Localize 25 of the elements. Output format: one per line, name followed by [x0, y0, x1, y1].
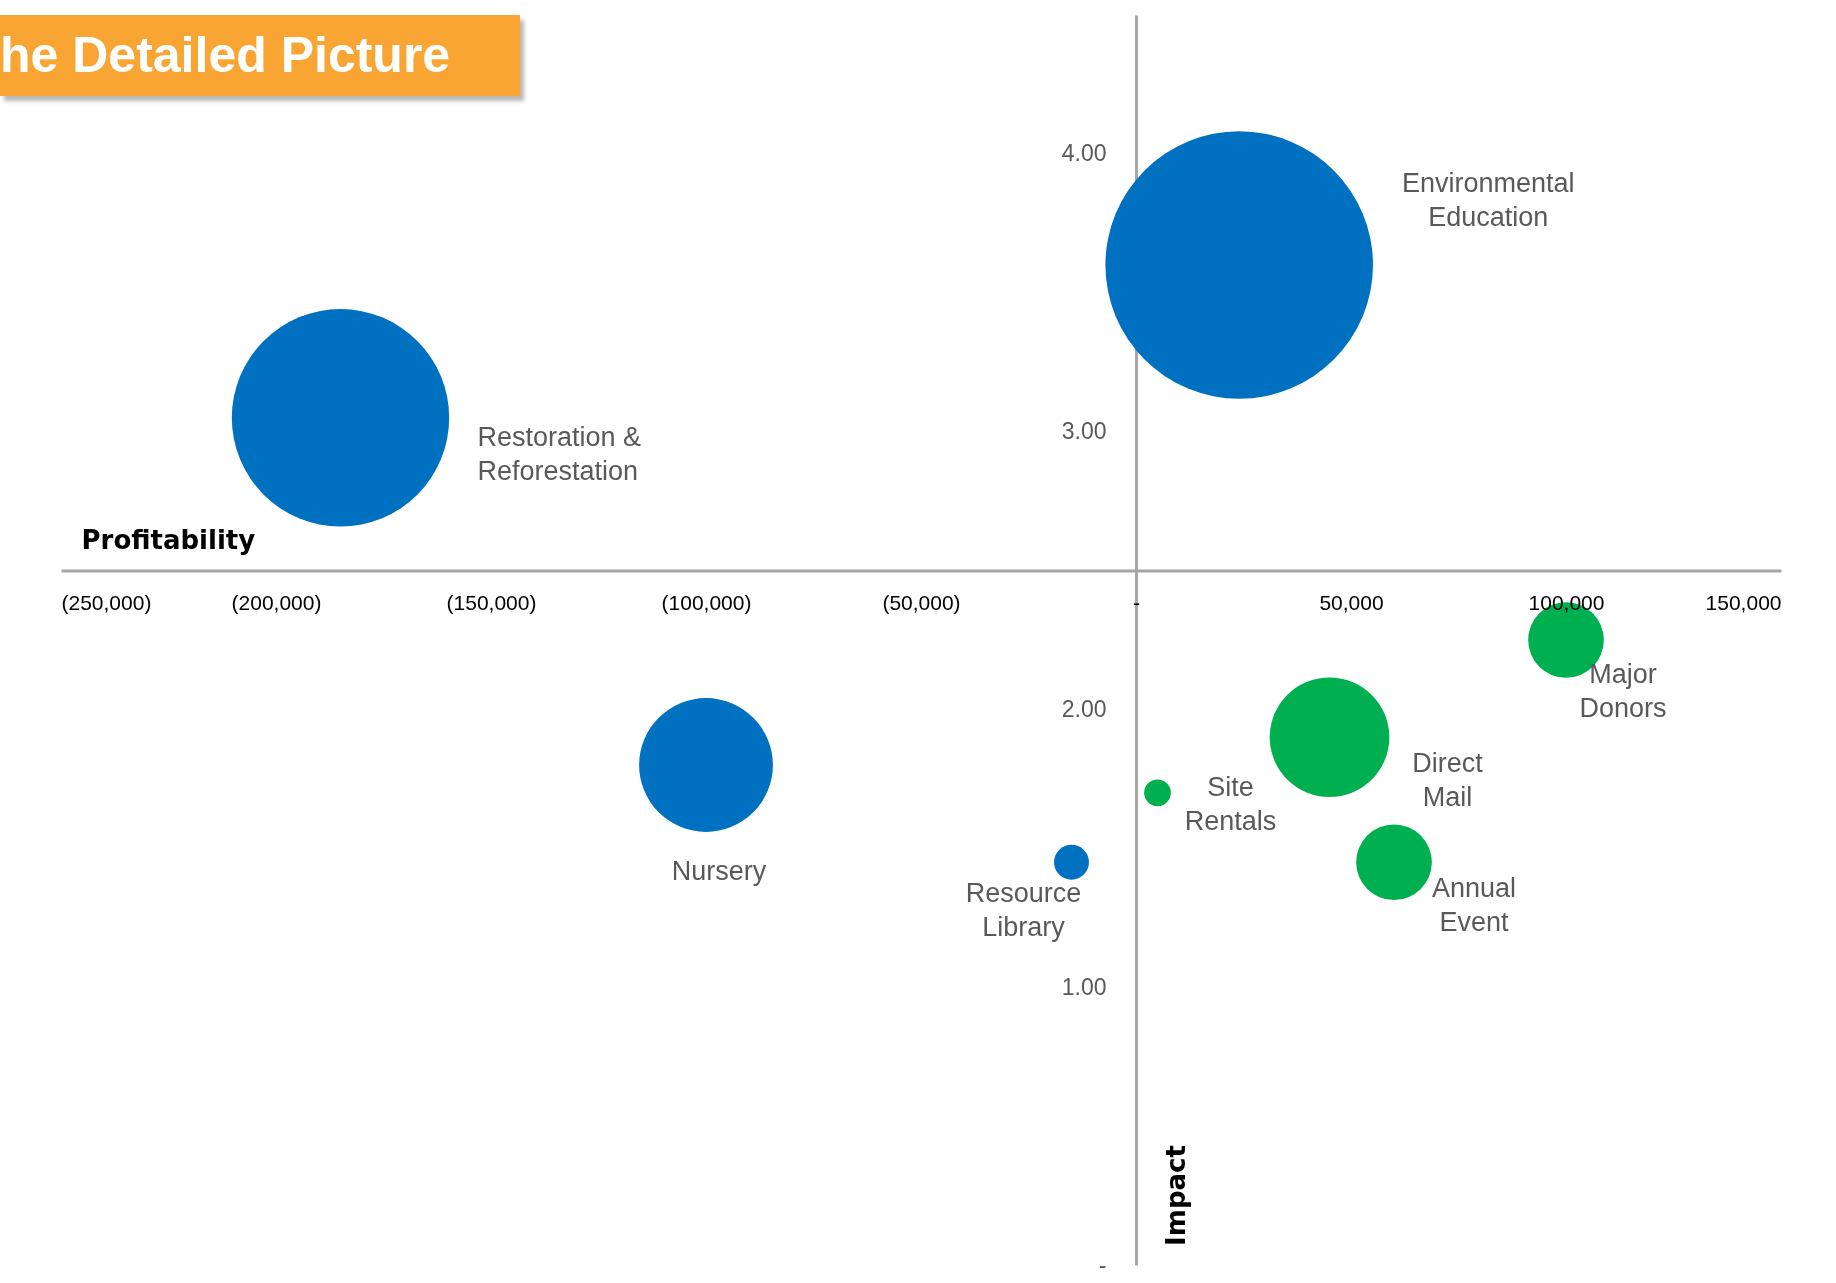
annotation: Site Rentals [1184, 771, 1277, 836]
annotation: Environmental Education [1401, 168, 1575, 232]
annotation: Nursery [671, 856, 767, 886]
annotation: Major Donors [1579, 659, 1667, 723]
x-tick-label: 100,000 [1528, 591, 1605, 615]
x-tick-label: (100,000) [661, 591, 752, 615]
y-tick-label: - [1098, 1251, 1107, 1278]
y-tick-label: 4.00 [1061, 140, 1107, 167]
x-tick-label: 50,000 [1319, 591, 1384, 615]
annotation: Restoration & Reforestation [477, 421, 642, 486]
y-tick-label: 3.00 [1061, 418, 1107, 445]
x-axis-title: Profitability [81, 525, 256, 556]
annotation: Resource Library [965, 878, 1082, 943]
annotation: Annual Event [1431, 873, 1517, 938]
y-tick-label: 2.00 [1061, 695, 1107, 722]
x-tick-label: (250,000) [61, 591, 152, 615]
x-tick-label: (50,000) [882, 591, 961, 615]
chart-title: he Detailed Picture [0, 15, 520, 96]
x-tick-label: - [1133, 591, 1140, 615]
x-tick-label: (150,000) [446, 591, 537, 615]
y-tick-label: 1.00 [1061, 973, 1107, 1000]
x-tick-label: (200,000) [231, 591, 322, 615]
y-axis-title: Impact [1160, 1145, 1191, 1246]
x-tick-label: 150,000 [1705, 591, 1782, 615]
annotation: Direct Mail [1412, 748, 1484, 813]
